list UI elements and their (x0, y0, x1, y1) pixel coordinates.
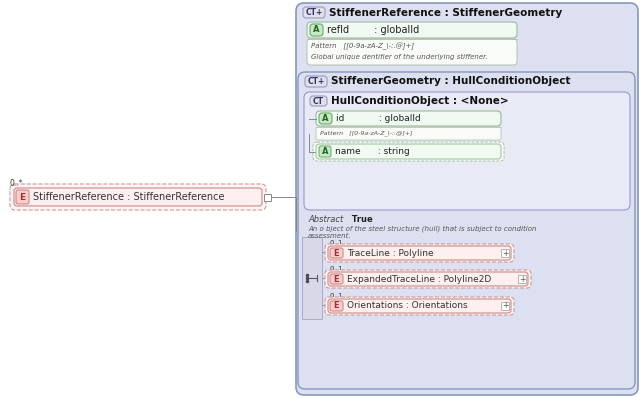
FancyBboxPatch shape (310, 24, 323, 36)
FancyBboxPatch shape (16, 190, 29, 204)
Text: HullConditionObject : <None>: HullConditionObject : <None> (331, 96, 508, 106)
FancyBboxPatch shape (325, 297, 514, 315)
FancyBboxPatch shape (328, 299, 511, 313)
Text: CT+: CT+ (306, 8, 323, 17)
FancyBboxPatch shape (328, 246, 511, 260)
FancyBboxPatch shape (307, 39, 517, 65)
FancyBboxPatch shape (316, 127, 501, 140)
Text: Orientations : Orientations: Orientations : Orientations (347, 302, 467, 310)
FancyBboxPatch shape (10, 184, 266, 210)
Text: Global unique dentifier of the underlying stiffener.: Global unique dentifier of the underlyin… (311, 54, 488, 60)
FancyBboxPatch shape (316, 111, 501, 126)
Text: A: A (313, 25, 320, 35)
Text: E: E (19, 193, 26, 201)
FancyBboxPatch shape (330, 248, 343, 258)
FancyBboxPatch shape (14, 188, 262, 206)
Text: StiffenerReference : StiffenerGeometry: StiffenerReference : StiffenerGeometry (329, 8, 562, 18)
Text: StiffenerGeometry : HullConditionObject: StiffenerGeometry : HullConditionObject (331, 76, 571, 86)
FancyBboxPatch shape (303, 7, 325, 18)
Text: Pattern   [[0-9a-zA-Z_\-:.@]+]: Pattern [[0-9a-zA-Z_\-:.@]+] (311, 42, 414, 50)
FancyBboxPatch shape (325, 244, 514, 262)
FancyBboxPatch shape (310, 96, 327, 106)
FancyBboxPatch shape (313, 142, 504, 161)
Text: +: + (502, 248, 508, 258)
Text: CT: CT (313, 96, 324, 105)
FancyBboxPatch shape (316, 144, 501, 159)
FancyBboxPatch shape (307, 22, 517, 38)
FancyBboxPatch shape (298, 72, 635, 389)
FancyBboxPatch shape (319, 113, 332, 124)
Text: StiffenerReference : StiffenerReference: StiffenerReference : StiffenerReference (33, 192, 225, 202)
Text: +: + (519, 275, 525, 283)
Text: refId        : globalId: refId : globalId (327, 25, 419, 35)
Bar (501, 249, 509, 257)
Text: 0..*: 0..* (10, 179, 24, 188)
Text: E: E (334, 248, 340, 258)
Text: Pattern   [[0-9a-zA-Z_\-:.@]+]: Pattern [[0-9a-zA-Z_\-:.@]+] (320, 131, 413, 137)
Bar (302, 237, 322, 319)
Text: True: True (346, 215, 373, 224)
FancyBboxPatch shape (325, 270, 531, 288)
Text: A: A (322, 147, 328, 156)
FancyBboxPatch shape (330, 301, 343, 311)
Text: E: E (334, 302, 340, 310)
Text: CT+: CT+ (308, 77, 325, 86)
Text: 0..1: 0..1 (330, 266, 343, 272)
Text: 0..1: 0..1 (330, 240, 343, 246)
Text: E: E (334, 275, 340, 283)
Bar (501, 302, 509, 310)
Text: TraceLine : Polyline: TraceLine : Polyline (347, 248, 433, 258)
FancyBboxPatch shape (330, 274, 343, 284)
FancyBboxPatch shape (328, 272, 528, 286)
FancyBboxPatch shape (305, 76, 327, 87)
Bar (264, 193, 271, 201)
Text: ExpandedTraceLine : Polyline2D: ExpandedTraceLine : Polyline2D (347, 275, 491, 283)
Bar (518, 275, 526, 283)
FancyBboxPatch shape (296, 3, 638, 395)
Text: name      : string: name : string (335, 147, 410, 156)
Text: id            : globalId: id : globalId (336, 114, 421, 123)
Text: Abstract: Abstract (308, 215, 343, 224)
Text: A: A (322, 114, 329, 123)
FancyBboxPatch shape (304, 92, 630, 210)
Text: 0..1: 0..1 (330, 293, 343, 299)
FancyBboxPatch shape (319, 146, 331, 157)
Text: An o bject of the steel structure (hull) that is subject to condition
assessment: An o bject of the steel structure (hull)… (308, 225, 537, 239)
Text: +: + (502, 302, 508, 310)
